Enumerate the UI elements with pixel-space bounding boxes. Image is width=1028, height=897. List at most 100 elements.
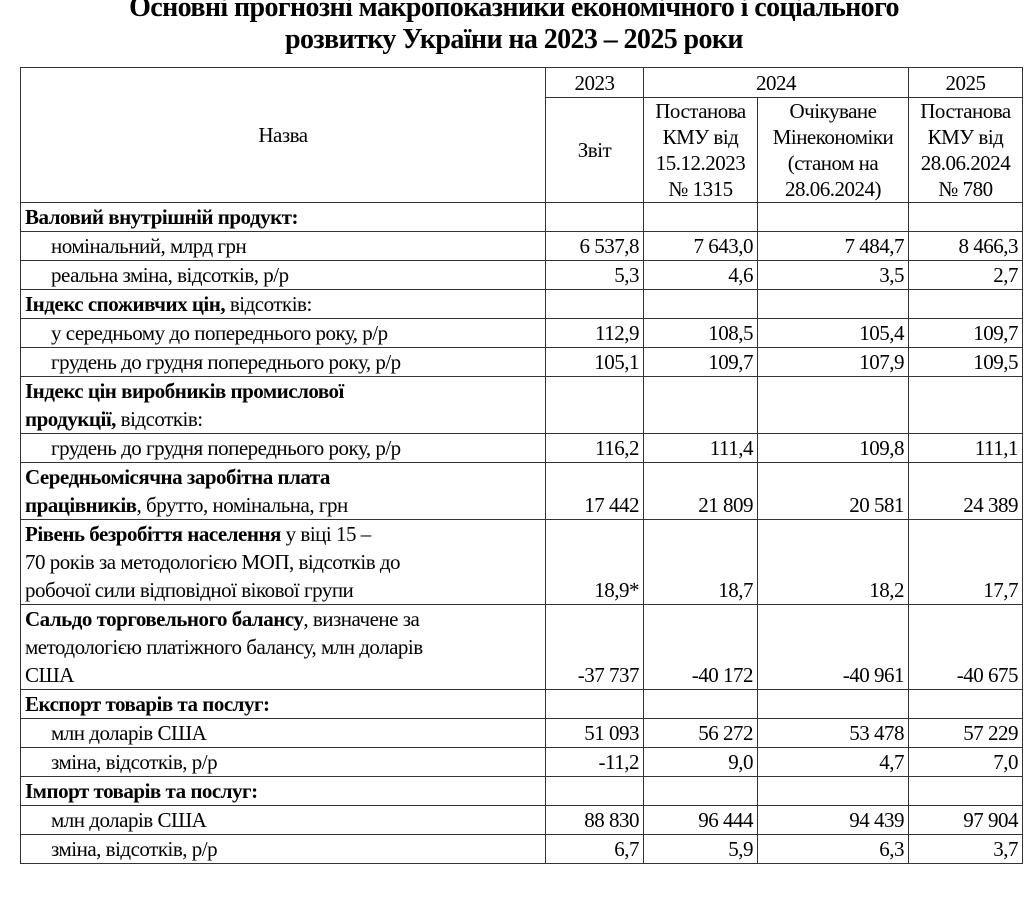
value-cell [908,776,1023,806]
value-cell [545,376,644,434]
value-cell [908,689,1023,719]
value-cell: 17,7 [908,519,1023,605]
indicator-name-text: реальна зміна, відсотків, р/р [51,263,289,287]
value-cell: 109,8 [757,433,909,463]
indicator-name-text: у середньому до попереднього року, р/р [51,321,388,345]
column-header-2023: 2023 [545,67,644,98]
table-row: Експорт товарів та послуг: [20,689,1023,719]
indicator-name: Середньомісячна заробітна плата працівни… [20,462,546,520]
value-cell [545,202,644,232]
value-cell: 18,7 [643,519,758,605]
value-cell: 3,7 [908,834,1023,864]
indicator-name: Сальдо торговельного балансу, визначене … [20,604,546,690]
value-cell: -40 675 [908,604,1023,690]
indicator-name: реальна зміна, відсотків, р/р [20,260,546,290]
value-cell: -11,2 [545,747,644,777]
indicator-name-text: зміна, відсотків, р/р [51,750,218,774]
table-row: грудень до грудня попереднього року, р/р… [20,347,1023,377]
indicator-name: у середньому до попереднього року, р/р [20,318,546,348]
value-cell: 97 904 [908,805,1023,835]
indicator-name: Рівень безробіття населення у віці 15 – … [20,519,546,605]
value-cell [757,776,909,806]
value-cell: -40 172 [643,604,758,690]
table-row: Валовий внутрішній продукт: [20,202,1023,232]
value-cell: 57 229 [908,718,1023,748]
value-cell [643,689,758,719]
value-cell: 9,0 [643,747,758,777]
value-cell: 20 581 [757,462,909,520]
value-cell: 18,2 [757,519,909,605]
column-header-2024: 2024 [643,67,909,98]
indicator-name-text: у віці 15 – 70 років за методологією МОП… [25,522,401,602]
value-cell: 111,1 [908,433,1023,463]
value-cell: 3,5 [757,260,909,290]
indicator-name-text: номінальний, млрд грн [51,234,247,258]
table-row: Рівень безробіття населення у віці 15 – … [20,519,1023,605]
value-cell: 107,9 [757,347,909,377]
table-row: у середньому до попереднього року, р/р 11… [20,318,1023,348]
value-cell: 4,7 [757,747,909,777]
indicator-name: Індекс споживчих цін, відсотків: [20,289,546,319]
subheader-report-2023: Звіт [545,97,644,203]
table-row: реальна зміна, відсотків, р/р 5,3 4,6 3,5 2,… [20,260,1023,290]
table-body: Валовий внутрішній продукт: номінальний, … [20,202,1023,864]
indicator-name-bold: Середньомісячна заробітна плата працівни… [25,465,330,517]
value-cell: 51 093 [545,718,644,748]
table-row: зміна, відсотків, р/р 6,7 5,9 6,3 3,7 [20,834,1023,864]
indicator-name: зміна, відсотків, р/р [20,834,546,864]
value-cell: 109,7 [643,347,758,377]
indicator-name-text: відсотків: [115,407,203,431]
subheader-expected-2024: Очікуване Мінекономіки (станом на 28.06.… [757,97,909,203]
value-cell [643,776,758,806]
indicator-name-bold: Індекс споживчих цін, [25,292,226,316]
table-row: млн доларів США 88 830 96 444 94 439 97 904 [20,805,1023,835]
value-cell: 111,4 [643,433,758,463]
value-cell [643,376,758,434]
table-row: Сальдо торговельного балансу, визначене … [20,604,1023,690]
indicator-name-bold: Експорт товарів та послуг: [25,692,270,716]
indicator-name: млн доларів США [20,805,546,835]
indicator-name-bold: Рівень безробіття населення [25,522,281,546]
column-header-name: Назва [20,67,546,203]
subheader-resolution-2024: Постанова КМУ від 15.12.2023 № 1315 [643,97,758,203]
value-cell: 2,7 [908,260,1023,290]
indicator-name-bold: Валовий внутрішній продукт: [25,205,298,229]
value-cell: 7 484,7 [757,231,909,261]
indicator-name: Експорт товарів та послуг: [20,689,546,719]
value-cell: 109,5 [908,347,1023,377]
indicator-name: зміна, відсотків, р/р [20,747,546,777]
value-cell: 7 643,0 [643,231,758,261]
value-cell [908,376,1023,434]
indicator-name-text: млн доларів США [51,721,207,745]
value-cell [545,689,644,719]
indicator-name-bold: Індекс цін виробників промислової продук… [25,379,344,431]
indicator-name: грудень до грудня попереднього року, р/р [20,347,546,377]
value-cell: 5,3 [545,260,644,290]
indicator-name-text: грудень до грудня попереднього року, р/р [51,350,401,374]
macro-indicators-table: Назва 2023 2024 2025 Звіт Постанова КМУ … [20,67,1023,864]
value-cell: 96 444 [643,805,758,835]
indicator-name-text: , визначене за методологією платіжного б… [25,607,423,687]
value-cell [545,289,644,319]
table-row: зміна, відсотків, р/р -11,2 9,0 4,7 7,0 [20,747,1023,777]
value-cell: 105,1 [545,347,644,377]
value-cell: 94 439 [757,805,909,835]
value-cell [643,289,758,319]
value-cell: 6 537,8 [545,231,644,261]
indicator-name: Індекс цін виробників промислової продук… [20,376,546,434]
indicator-name: Імпорт товарів та послуг: [20,776,546,806]
value-cell: 56 272 [643,718,758,748]
value-cell: 53 478 [757,718,909,748]
value-cell: 6,7 [545,834,644,864]
indicator-name: млн доларів США [20,718,546,748]
value-cell: 116,2 [545,433,644,463]
value-cell [908,289,1023,319]
value-cell: 108,5 [643,318,758,348]
value-cell: 7,0 [908,747,1023,777]
value-cell [757,202,909,232]
value-cell: 8 466,3 [908,231,1023,261]
value-cell: 105,4 [757,318,909,348]
value-cell: 21 809 [643,462,758,520]
value-cell: 6,3 [757,834,909,864]
value-cell: 5,9 [643,834,758,864]
